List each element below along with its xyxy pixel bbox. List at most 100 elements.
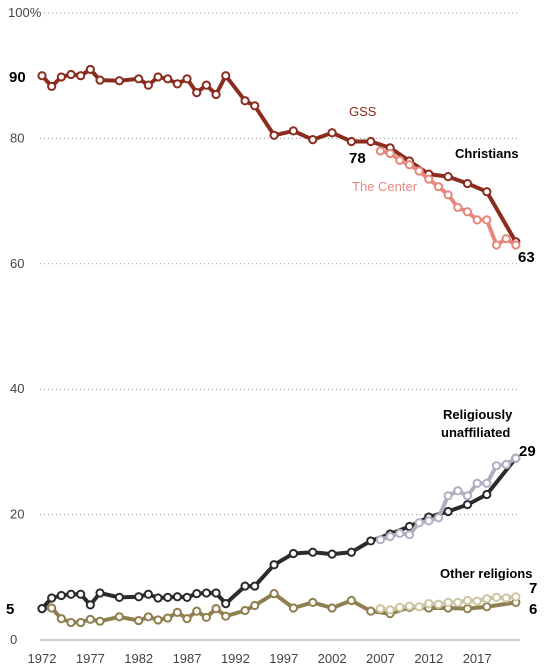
point-center_christian — [511, 240, 521, 250]
point-gss_other — [211, 604, 221, 614]
point-gss_unaffiliated — [66, 589, 76, 599]
point-center_other — [462, 595, 473, 606]
point-gss_other — [240, 605, 250, 616]
point-center_christian — [414, 166, 424, 176]
point-gss_other — [269, 589, 279, 599]
point-center_christian — [462, 207, 473, 217]
series-lines — [37, 64, 521, 628]
point-gss_christian — [114, 76, 124, 86]
point-center_other — [404, 601, 415, 611]
point-center_unaffiliated — [453, 486, 463, 496]
point-gss_other — [482, 602, 492, 612]
point-gss_christian — [56, 72, 66, 82]
point-gss_other — [327, 603, 337, 613]
point-gss_unaffiliated — [240, 581, 250, 591]
point-gss_unaffiliated — [366, 536, 376, 546]
y-tick-label: 80 — [10, 130, 24, 145]
point-gss_christian — [76, 71, 86, 81]
y-tick-label: 60 — [10, 256, 24, 271]
point-gss_christian — [95, 75, 105, 85]
point-gss_unaffiliated — [221, 599, 231, 609]
label-other-end-6: 6 — [529, 601, 537, 618]
point-center_other — [472, 596, 482, 606]
point-center_unaffiliated — [414, 518, 424, 528]
y-tick-label: 40 — [10, 381, 24, 396]
point-gss_unaffiliated — [37, 604, 47, 614]
x-tick-label: 1992 — [221, 651, 250, 666]
point-gss_unaffiliated — [443, 506, 453, 517]
point-gss_other — [76, 617, 86, 628]
point-gss_christian — [143, 80, 153, 90]
point-gss_unaffiliated — [482, 489, 492, 500]
point-center_unaffiliated — [511, 453, 521, 463]
point-center_christian — [424, 174, 434, 184]
point-center_christian — [453, 202, 463, 212]
gridlines — [40, 12, 520, 641]
point-gss_christian — [192, 88, 202, 98]
x-tick-label: 1977 — [76, 651, 105, 666]
x-tick-label: 1972 — [28, 651, 57, 666]
point-center_other — [501, 593, 511, 603]
point-gss_other — [172, 607, 182, 618]
point-center_unaffiliated — [375, 535, 386, 545]
point-center_other — [433, 599, 444, 609]
point-gss_christian — [443, 172, 453, 182]
point-gss_unaffiliated — [182, 592, 192, 602]
point-gss_unaffiliated — [192, 589, 202, 599]
point-center_other — [385, 605, 395, 615]
point-gss_unaffiliated — [269, 560, 279, 570]
point-gss_unaffiliated — [308, 547, 318, 557]
point-gss_other — [47, 603, 57, 613]
x-tick-label: 2017 — [463, 651, 492, 666]
label-christ-2007: 78 — [349, 150, 366, 167]
x-tick-label: 1987 — [173, 651, 202, 666]
point-gss_christian — [134, 74, 144, 84]
label-other-religions: Other religions — [440, 566, 532, 581]
point-gss_unaffiliated — [76, 589, 86, 599]
point-gss_christian — [163, 74, 173, 84]
point-center_other — [414, 602, 424, 612]
label-christ-end: 63 — [518, 249, 535, 266]
point-gss_other — [153, 615, 163, 625]
point-gss_unaffiliated — [56, 590, 66, 601]
point-gss_christian — [250, 101, 260, 111]
label-unaffiliated-1: Religiously — [443, 407, 513, 422]
point-gss_unaffiliated — [143, 589, 153, 599]
point-center_unaffiliated — [404, 530, 415, 540]
point-gss_other — [143, 612, 153, 622]
point-center_christian — [491, 240, 502, 250]
point-gss_other — [85, 614, 95, 624]
label-gss: GSS — [349, 104, 377, 119]
point-center_unaffiliated — [462, 491, 473, 501]
point-gss_christian — [211, 89, 221, 100]
point-center_other — [375, 604, 386, 614]
point-gss_christian — [66, 69, 76, 80]
label-unaffiliated-2: unaffiliated — [441, 425, 510, 440]
point-gss_christian — [482, 187, 492, 197]
point-gss_unaffiliated — [327, 549, 337, 559]
point-center_other — [511, 592, 521, 602]
point-center_unaffiliated — [482, 478, 492, 488]
point-center_christian — [501, 234, 511, 244]
point-center_unaffiliated — [472, 478, 482, 488]
label-unaff-start: 5 — [6, 601, 14, 618]
point-gss_christian — [37, 71, 47, 81]
point-gss_christian — [308, 135, 318, 145]
point-gss_other — [308, 597, 318, 607]
annotations: 90 GSS Christians 78 The Center 63 Relig… — [6, 69, 537, 618]
point-gss_christian — [221, 71, 231, 81]
point-gss_christian — [346, 136, 357, 147]
point-gss_other — [114, 612, 124, 622]
point-center_christian — [375, 146, 386, 156]
label-christians: Christians — [455, 146, 519, 161]
label-unaff-end: 29 — [519, 443, 536, 460]
point-gss_christian — [172, 79, 182, 89]
label-other-end-7: 7 — [529, 580, 537, 597]
x-tick-label: 2012 — [414, 651, 443, 666]
point-gss_other — [134, 615, 144, 626]
point-center_christian — [404, 160, 415, 170]
point-gss_other — [66, 617, 76, 628]
point-gss_other — [366, 606, 376, 616]
point-gss_other — [163, 613, 173, 623]
point-center_other — [491, 592, 502, 602]
